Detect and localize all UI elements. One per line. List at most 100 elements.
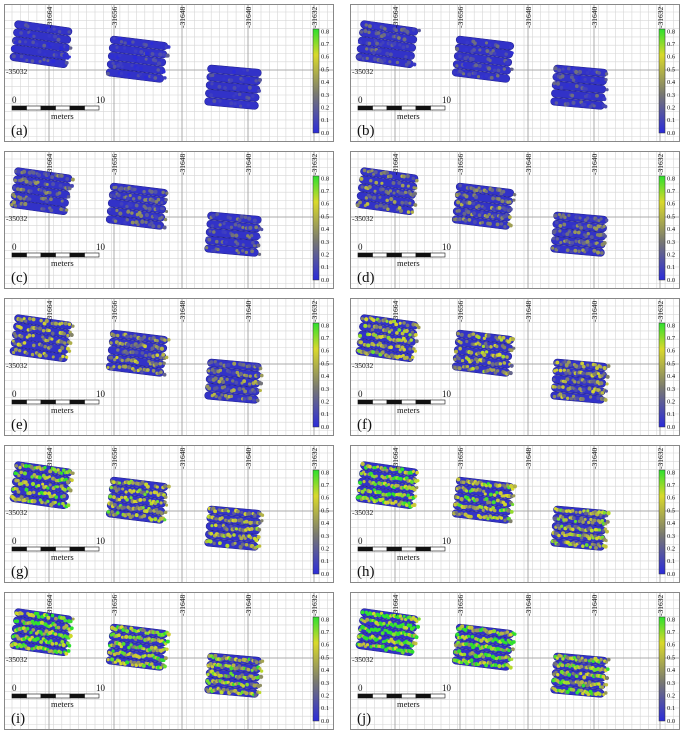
map-panel: -31664 -31656 -31648 -31640 -31632 -35032 0 10 m… <box>4 445 334 583</box>
sample-point <box>211 213 216 218</box>
sample-point <box>493 663 498 667</box>
sample-point <box>591 71 596 76</box>
sample-point <box>483 492 487 496</box>
x-tick-label: -31648 <box>178 595 187 616</box>
sample-point <box>412 502 417 508</box>
sample-point <box>586 216 590 220</box>
sample-point <box>363 29 368 34</box>
sample-point <box>501 189 506 194</box>
sample-point <box>159 355 163 360</box>
sample-point <box>113 219 118 223</box>
y-tick-label: -35032 <box>6 655 27 664</box>
sample-point <box>34 326 38 330</box>
swath-block <box>550 652 611 698</box>
sample-point <box>403 190 408 194</box>
sample-point <box>122 505 126 510</box>
sample-point <box>605 374 610 379</box>
sample-point <box>604 218 609 223</box>
sample-point <box>371 50 376 55</box>
sample-point <box>482 336 487 340</box>
sample-point <box>219 247 224 252</box>
sample-point <box>366 343 371 348</box>
sample-point <box>384 204 389 208</box>
sample-point <box>42 43 47 48</box>
swath-block <box>550 64 609 110</box>
sample-point <box>61 643 66 648</box>
sample-point <box>589 517 593 522</box>
map-panel: -31664 -31656 -31648 -31640 -31632 -35032 0 10 m… <box>350 4 680 142</box>
scale-bar-unit: meters <box>51 552 74 562</box>
sample-point <box>43 465 47 470</box>
sample-point <box>106 658 110 662</box>
sample-point <box>403 617 408 622</box>
x-tick-label: -31632 <box>310 595 319 616</box>
swath-block <box>550 358 611 404</box>
x-tick-label: -31656 <box>456 7 465 28</box>
sample-point <box>223 230 227 235</box>
sample-point <box>60 174 64 178</box>
sample-point <box>405 29 410 35</box>
sample-point <box>604 539 608 543</box>
sample-point <box>368 464 372 469</box>
sample-point <box>62 53 66 57</box>
colorbar-tick-label: 0.7 <box>321 629 330 636</box>
sample-point <box>579 672 583 676</box>
swath-block <box>204 64 263 110</box>
sample-point <box>46 615 51 620</box>
sample-point <box>56 37 61 42</box>
colorbar-tick-label: 0.3 <box>667 92 675 99</box>
scale-bar <box>357 546 446 552</box>
sample-point <box>234 92 238 96</box>
sample-point <box>212 99 217 104</box>
sample-point <box>155 207 159 211</box>
sample-point <box>482 489 486 493</box>
swath-block <box>204 505 265 551</box>
sample-point <box>484 350 489 354</box>
sample-point <box>556 246 560 250</box>
sample-point <box>456 200 461 205</box>
sample-point <box>133 637 138 642</box>
x-tick-label: -31640 <box>244 7 253 28</box>
sample-point <box>32 499 37 504</box>
sample-point <box>509 510 514 514</box>
sample-point <box>599 217 603 221</box>
sample-point <box>469 642 474 646</box>
sample-point <box>142 513 147 518</box>
x-tick-label: -31632 <box>310 301 319 322</box>
sample-point <box>475 188 479 193</box>
sample-point <box>16 479 20 483</box>
sample-point <box>478 48 482 52</box>
sample-point <box>258 366 263 371</box>
scale-bar-end: 10 <box>96 536 106 546</box>
swath-block <box>9 167 75 215</box>
sample-point <box>44 629 49 634</box>
sample-point <box>226 362 231 367</box>
sample-point <box>412 62 417 67</box>
x-tick-label: -31632 <box>310 448 319 469</box>
sample-point <box>44 199 49 203</box>
sample-point <box>404 200 409 205</box>
colorbar-tick-label: 0.4 <box>667 226 676 233</box>
x-tick-label: -31664 <box>391 154 400 175</box>
sample-point <box>385 198 389 203</box>
sample-point <box>53 623 57 627</box>
sample-point <box>231 663 236 668</box>
sample-point <box>477 64 482 68</box>
sample-point <box>378 203 383 208</box>
sample-point <box>136 58 141 62</box>
sample-point <box>212 230 216 234</box>
sample-point <box>38 188 43 192</box>
sample-point <box>364 23 368 27</box>
sample-point <box>62 331 66 336</box>
sample-point <box>374 350 379 355</box>
x-tick-label: -31656 <box>110 7 119 28</box>
sample-point <box>375 41 379 46</box>
sample-point <box>140 351 145 355</box>
sample-point <box>577 519 581 523</box>
sample-point <box>109 651 113 655</box>
sample-point <box>416 325 421 330</box>
colorbar-tick-label: 0.8 <box>667 28 675 35</box>
swath-block <box>550 211 609 257</box>
sample-point <box>579 664 584 669</box>
sample-point <box>596 396 601 400</box>
